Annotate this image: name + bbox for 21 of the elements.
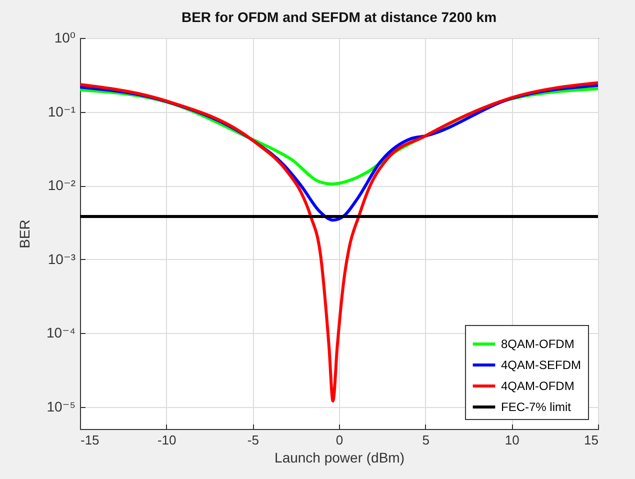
x-tick-label: -5 (247, 432, 259, 448)
x-tick-label: 15 (584, 432, 598, 448)
y-axis-title: BER (16, 220, 33, 248)
legend-label: FEC-7% limit (501, 400, 572, 414)
legend-label: 4QAM-OFDM (501, 379, 574, 393)
legend-label: 4QAM-SEFDM (501, 358, 582, 372)
y-tick-label: 10⁻⁵ (46, 398, 76, 414)
x-tick-label: -15 (80, 432, 100, 448)
x-tick-label: 0 (336, 432, 344, 448)
x-tick-label: -10 (157, 432, 176, 448)
y-tick-label: 10⁻² (48, 177, 76, 194)
legend-label: 8QAM-OFDM (501, 337, 574, 351)
y-tick-label: 10⁻³ (48, 250, 76, 267)
line-series (80, 81, 598, 402)
x-tick-label: 10 (504, 432, 520, 448)
x-tick-label: 5 (422, 432, 430, 448)
y-tick-label: 10⁻⁴ (46, 324, 76, 341)
x-axis-title: Launch power (dBm) (274, 450, 404, 466)
chart-title: BER for OFDM and SEFDM at distance 7200 km (181, 9, 497, 25)
y-tick-label: 10⁰ (54, 30, 76, 46)
y-tick-label: 10⁻¹ (48, 103, 76, 120)
